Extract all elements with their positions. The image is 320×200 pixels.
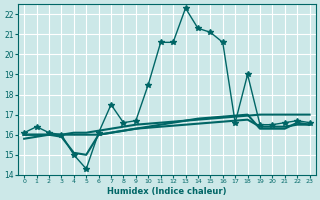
- X-axis label: Humidex (Indice chaleur): Humidex (Indice chaleur): [107, 187, 227, 196]
